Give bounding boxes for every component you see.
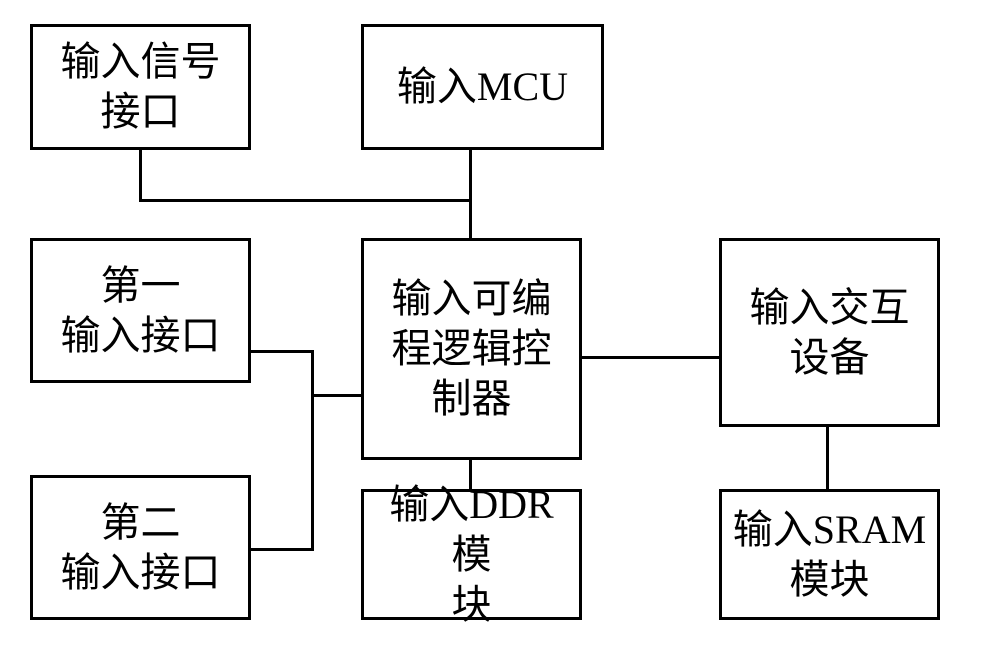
node-label: 输入交互设备 [750,283,910,383]
node-input-ddr-module: 输入DDR模块 [361,489,582,620]
edge [251,548,314,551]
edge [139,199,472,202]
node-label: 输入DDR模块 [370,480,573,630]
node-label: 输入可编程逻辑控制器 [392,274,552,424]
node-first-input-interface: 第一输入接口 [30,238,251,383]
node-input-mcu: 输入MCU [361,24,604,150]
node-input-signal-interface: 输入信号接口 [30,24,251,150]
node-label: 输入SRAM模块 [733,505,926,605]
node-second-input-interface: 第二输入接口 [30,475,251,620]
node-input-plc: 输入可编程逻辑控制器 [361,238,582,460]
node-input-sram-module: 输入SRAM模块 [719,489,940,620]
node-input-interactive-device: 输入交互设备 [719,238,940,427]
node-label: 第一输入接口 [61,261,221,361]
edge [251,350,314,353]
edge [469,150,472,238]
node-label: 输入MCU [397,62,568,112]
edge [582,356,719,359]
edge [311,394,362,397]
edge [826,427,829,489]
node-label: 输入信号接口 [61,37,221,137]
edge [311,350,314,551]
node-label: 第二输入接口 [61,498,221,598]
edge [139,150,142,202]
edge [469,460,472,489]
